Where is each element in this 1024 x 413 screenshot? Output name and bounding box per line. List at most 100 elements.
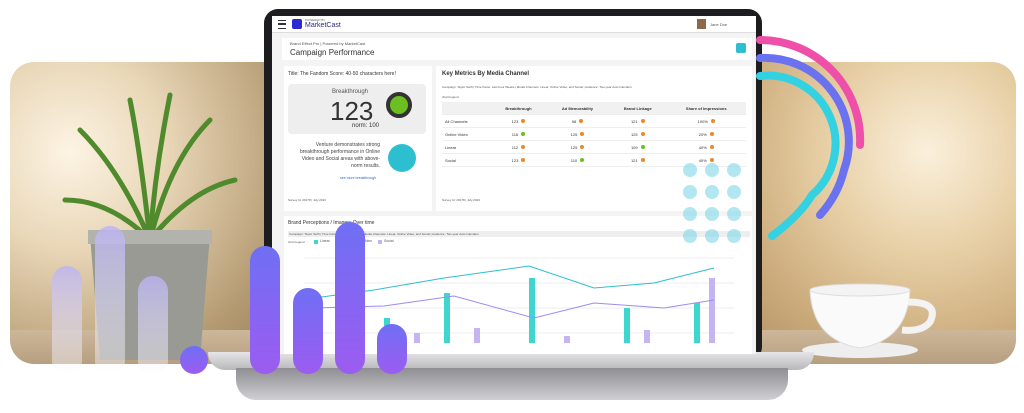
avatar[interactable] xyxy=(697,19,706,29)
coffee-cup xyxy=(802,283,936,358)
insight-icon xyxy=(388,144,416,172)
page-title: Campaign Performance xyxy=(290,48,375,57)
status-dot xyxy=(521,145,526,150)
decor-dot xyxy=(683,185,697,199)
share-button[interactable] xyxy=(736,43,746,53)
cell-value: 98 xyxy=(571,118,577,124)
table-cell: 125 xyxy=(545,140,610,154)
legend-swatch xyxy=(314,240,318,244)
table-cell: All Channels xyxy=(442,114,492,128)
card-footer: Survey Id: 29178 | July 2023 xyxy=(288,198,326,202)
insight-link[interactable]: see more breakthrough xyxy=(340,176,377,180)
table-cell: 110 xyxy=(545,153,610,167)
status-dot xyxy=(580,132,585,137)
status-icon xyxy=(386,92,412,118)
cell-value: 121 xyxy=(630,118,638,124)
cell-value: 40% xyxy=(698,157,707,163)
status-dot xyxy=(640,158,645,163)
decor-dot xyxy=(705,163,719,177)
score-box: Breakthrough 123 norm: 100 xyxy=(288,84,426,134)
header-cell xyxy=(442,102,492,115)
table-cell: 123 xyxy=(491,153,546,167)
score-card: Title: The Fandom Score: 40-50 character… xyxy=(284,66,432,211)
cell-value: 20% xyxy=(698,131,707,137)
brand: MarketCast xyxy=(305,22,341,29)
cell-value: 125 xyxy=(570,131,578,137)
decor-dot xyxy=(727,207,741,221)
perceptions-filters: Campaign: Taylor Swift | Time frame: Las… xyxy=(288,231,750,237)
card-title: Title: The Fandom Score: 40-50 character… xyxy=(288,71,396,77)
status-dot xyxy=(640,119,645,124)
table-cell: 98 xyxy=(545,114,610,128)
metrics-footer: Survey Id: 29178 | July 2023 xyxy=(442,198,480,202)
decor-dot xyxy=(705,229,719,243)
laptop-bottom xyxy=(236,368,788,400)
status-dot xyxy=(640,145,645,150)
metrics-card: Key Metrics By Media Channel Campaign: T… xyxy=(436,66,752,211)
status-dot xyxy=(640,132,645,137)
table-cell: 125 xyxy=(609,127,667,141)
cell-value: 125 xyxy=(630,131,638,137)
table-cell: Social xyxy=(442,153,492,167)
perceptions-legend-label: chart legend xyxy=(288,240,305,244)
table-cell: 112 xyxy=(491,140,546,154)
row-label: Online Video xyxy=(445,131,468,137)
cell-value: 110 xyxy=(570,157,578,163)
status-dot xyxy=(709,132,714,137)
table-cell: 20% xyxy=(666,127,746,141)
menu-icon[interactable] xyxy=(278,20,286,29)
column-header: Brand Linkage xyxy=(609,102,667,115)
status-dot xyxy=(709,158,714,163)
table-cell: 125 xyxy=(545,127,610,141)
column-header: Ad Memorability xyxy=(545,102,610,115)
table-cell: Linear xyxy=(442,140,492,154)
status-dot xyxy=(709,145,714,150)
table-cell: 40% xyxy=(666,140,746,154)
column-header: Breakthrough xyxy=(491,102,546,115)
table-cell: 109 xyxy=(609,140,667,154)
status-dot xyxy=(579,119,584,124)
cell-value: 123 xyxy=(511,118,519,124)
trend-chart xyxy=(304,257,734,343)
top-bar: POWERED BY MarketCast Jane Doe xyxy=(272,16,756,33)
logo[interactable] xyxy=(292,19,302,29)
table-cell: Online Video xyxy=(442,127,492,141)
row-label: All Channels xyxy=(445,118,468,124)
status-dot xyxy=(580,145,585,150)
table-cell: 100% xyxy=(666,114,746,128)
status-dot xyxy=(710,119,715,124)
row-label: Social xyxy=(445,157,456,163)
metrics-table: Breakthrough Ad Memorability Brand Linkage… xyxy=(442,102,746,167)
table-cell: 116 xyxy=(491,127,546,141)
decor-dot xyxy=(727,163,741,177)
cell-value: 100% xyxy=(697,118,708,124)
insight-text: Venture demonstrates strong breakthrough… xyxy=(299,142,380,169)
cell-value: 123 xyxy=(511,157,519,163)
metrics-filters: Campaign: Taylor Swift | Time frame: Las… xyxy=(442,85,632,89)
cell-value: 125 xyxy=(570,144,578,150)
status-dot xyxy=(521,132,526,137)
table-cell: 121 xyxy=(609,153,667,167)
legend-label: chart legend xyxy=(442,95,459,99)
decor-dot xyxy=(727,185,741,199)
table-cell: 123 xyxy=(491,114,546,128)
legend-label: Linear xyxy=(320,239,330,243)
user-name[interactable]: Jane Doe xyxy=(710,22,728,27)
legend-swatch xyxy=(378,240,382,244)
column-header: Share of Impressions xyxy=(666,102,746,115)
status-dot xyxy=(521,119,526,124)
breadcrumb[interactable]: Brand Effect Pro | Powered by MarketCast xyxy=(290,41,366,46)
powered-by: POWERED BY xyxy=(305,18,326,22)
decor-dot xyxy=(727,229,741,243)
status-dot xyxy=(580,158,585,163)
perceptions-title: Brand Perceptions / Imagery Over time xyxy=(288,220,375,226)
cell-value: 112 xyxy=(511,144,519,150)
decor-dot xyxy=(705,185,719,199)
cell-value: 116 xyxy=(511,131,519,137)
score-norm: norm: 100 xyxy=(352,123,380,129)
status-dot xyxy=(521,158,526,163)
decor-dot xyxy=(683,229,697,243)
decor-dot xyxy=(705,207,719,221)
